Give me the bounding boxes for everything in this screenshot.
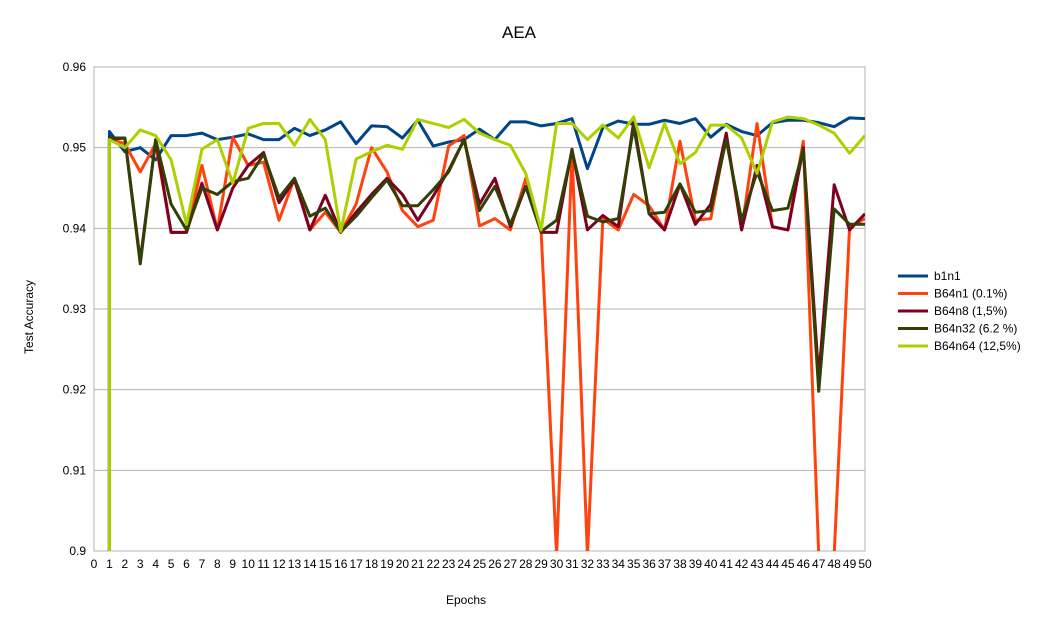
- x-tick-label: 37: [658, 557, 672, 571]
- x-tick-label: 12: [272, 557, 286, 571]
- x-tick-label: 33: [596, 557, 610, 571]
- x-tick-label: 6: [183, 557, 190, 571]
- x-tick-label: 36: [642, 557, 656, 571]
- x-tick-label: 40: [704, 557, 718, 571]
- y-tick-label: 0.93: [63, 302, 87, 316]
- x-tick-label: 9: [229, 557, 236, 571]
- y-tick-label: 0.96: [63, 60, 87, 74]
- x-tick-label: 27: [504, 557, 518, 571]
- legend-label: B64n8 (1,5%): [934, 304, 1007, 318]
- x-tick-label: 29: [535, 557, 549, 571]
- x-tick-label: 1: [106, 557, 113, 571]
- x-tick-label: 7: [199, 557, 206, 571]
- x-tick-label: 42: [735, 557, 749, 571]
- x-tick-label: 48: [827, 557, 841, 571]
- x-tick-label: 34: [612, 557, 626, 571]
- x-tick-label: 8: [214, 557, 221, 571]
- x-tick-label: 30: [550, 557, 564, 571]
- y-tick-label: 0.95: [63, 141, 87, 155]
- legend-label: b1n1: [934, 269, 961, 283]
- legend-label: B64n64 (12,5%): [934, 339, 1021, 353]
- series-line-5: [107, 115, 865, 551]
- x-tick-label: 4: [152, 557, 159, 571]
- x-tick-label: 11: [257, 557, 270, 571]
- x-tick-labels: 0 1 2 3 4 5 6 7 8 9 10 11 12 13 14 15 16 17 18 19 20 21 22 23 24…: [91, 557, 872, 571]
- x-tick-label: 46: [797, 557, 811, 571]
- chart-title: AEA: [502, 23, 537, 42]
- x-tick-label: 10: [242, 557, 256, 571]
- x-tick-label: 3: [137, 557, 144, 571]
- x-tick-label: 47: [812, 557, 826, 571]
- x-tick-label: 43: [750, 557, 764, 571]
- x-tick-label: 44: [766, 557, 780, 571]
- x-tick-label: 38: [673, 557, 687, 571]
- x-tick-label: 22: [427, 557, 441, 571]
- x-tick-label: 19: [380, 557, 394, 571]
- series-line-4: [107, 125, 865, 551]
- x-tick-label: 2: [121, 557, 128, 571]
- x-tick-label: 0: [91, 557, 98, 571]
- x-tick-label: 15: [319, 557, 333, 571]
- series-lines: [107, 115, 865, 551]
- gridlines: [94, 66, 865, 552]
- x-tick-label: 39: [689, 557, 703, 571]
- legend-label: B64n32 (6.2 %): [934, 322, 1017, 336]
- y-axis-label: Test Accuracy: [22, 280, 36, 354]
- x-tick-label: 5: [168, 557, 175, 571]
- x-tick-label: 23: [442, 557, 456, 571]
- x-tick-label: 32: [581, 557, 595, 571]
- y-tick-label: 0.92: [63, 383, 87, 397]
- x-tick-label: 50: [858, 557, 872, 571]
- x-tick-label: 21: [411, 557, 425, 571]
- legend: b1n1 B64n1 (0.1%) B64n8 (1,5%) B64n32 (6.2 …: [898, 269, 1021, 353]
- x-tick-label: 45: [781, 557, 795, 571]
- legend-label: B64n1 (0.1%): [934, 287, 1007, 301]
- y-tick-label: 0.94: [63, 221, 87, 235]
- x-tick-label: 24: [457, 557, 471, 571]
- x-tick-label: 49: [843, 557, 857, 571]
- plot-area-frame: [93, 66, 866, 552]
- x-tick-label: 18: [365, 557, 379, 571]
- x-axis-label: Epochs: [446, 593, 486, 607]
- x-tick-label: 13: [288, 557, 302, 571]
- x-tick-label: 14: [303, 557, 317, 571]
- x-tick-label: 35: [627, 557, 641, 571]
- x-tick-label: 41: [720, 557, 734, 571]
- series-line-1: [107, 116, 865, 551]
- x-tick-label: 25: [473, 557, 487, 571]
- y-tick-label: 0.91: [63, 463, 87, 477]
- x-tick-label: 31: [565, 557, 579, 571]
- x-tick-label: 26: [488, 557, 502, 571]
- x-tick-label: 16: [334, 557, 348, 571]
- x-tick-label: 17: [349, 557, 363, 571]
- x-tick-label: 20: [396, 557, 410, 571]
- x-tick-label: 28: [519, 557, 533, 571]
- y-tick-labels: 0.9 0.91 0.92 0.93 0.94 0.95 0.96: [63, 60, 87, 558]
- y-tick-label: 0.9: [69, 544, 86, 558]
